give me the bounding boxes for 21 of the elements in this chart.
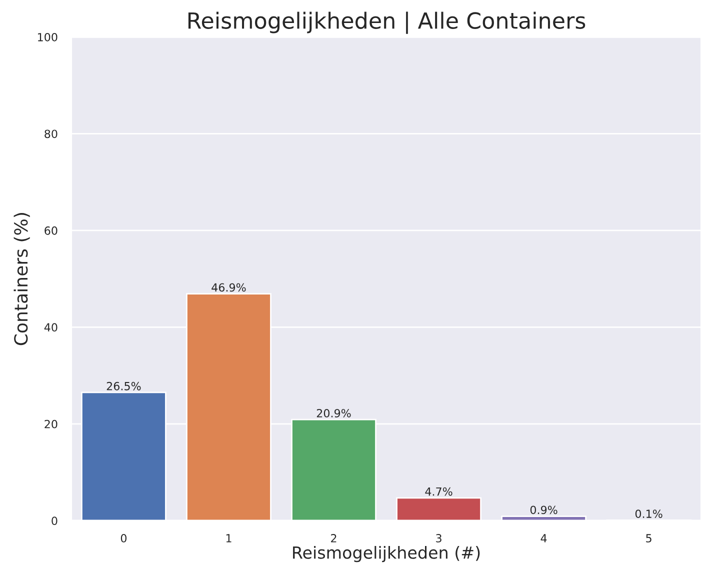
- data-label: 0.9%: [530, 506, 558, 514]
- x-tick-label: 0: [120, 534, 127, 542]
- x-axis-title: Reismogelijkheden (#): [293, 546, 480, 562]
- chart-title: Reismogelijkheden | Alle Containers: [188, 12, 586, 34]
- data-label: 46.9%: [212, 283, 246, 292]
- y-axis-title: Containers (%): [14, 213, 30, 346]
- data-label: 4.7%: [425, 487, 452, 496]
- data-label: 20.9%: [316, 408, 351, 418]
- y-tick-label: 80: [44, 130, 58, 138]
- y-tick-label: 40: [44, 323, 58, 332]
- x-tick-label: 1: [226, 534, 232, 542]
- x-tick-label: 2: [331, 534, 336, 542]
- data-label: 0.1%: [635, 510, 662, 518]
- x-tick-label: 3: [436, 534, 442, 542]
- x-tick-label: 4: [540, 534, 547, 542]
- y-tick-label: 60: [44, 226, 58, 235]
- data-label: 26.5%: [106, 382, 141, 390]
- y-tick-label: 20: [44, 420, 58, 428]
- x-tick-label: 5: [646, 534, 652, 542]
- y-tick-label: 100: [38, 32, 58, 42]
- y-tick-label: 0: [52, 516, 58, 526]
